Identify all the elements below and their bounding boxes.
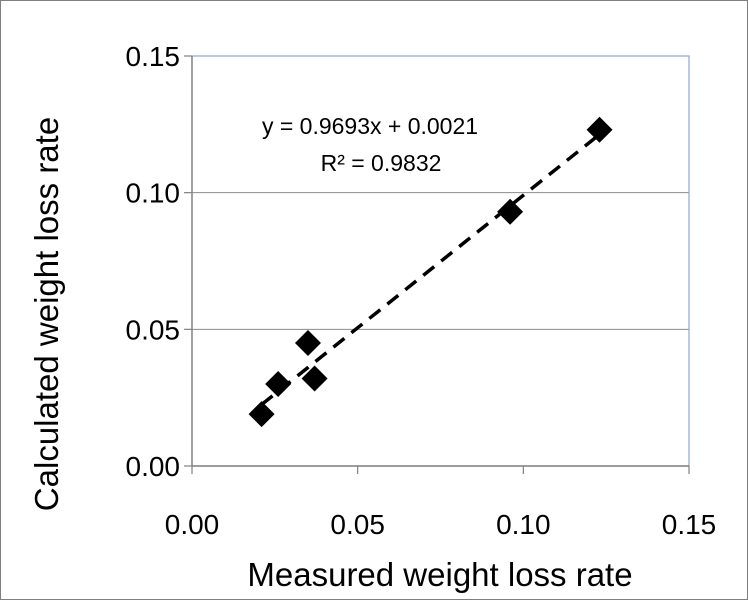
trendline	[260, 133, 601, 406]
x-tick-label: 0.00	[165, 509, 220, 540]
r-squared-label: R² = 0.9832	[321, 150, 442, 176]
y-axis-title: Calculated weight loss rate	[28, 117, 65, 511]
axes	[184, 55, 690, 474]
x-tick-labels: 0.00 0.05 0.10 0.15	[165, 509, 717, 540]
x-axis-title: Measured weight loss rate	[247, 556, 632, 593]
gridlines	[192, 55, 689, 330]
y-tick-label: 0.00	[126, 451, 181, 482]
data-point	[497, 198, 524, 225]
y-tick-labels: 0.00 0.05 0.10 0.15	[126, 41, 181, 482]
x-tick-label: 0.05	[330, 509, 385, 540]
trendline-equation: y = 0.9693x + 0.0021	[262, 113, 478, 139]
data-point	[265, 371, 292, 397]
data-point	[586, 116, 613, 143]
y-tick-label: 0.10	[126, 178, 181, 209]
data-points	[248, 116, 613, 428]
y-tick-label: 0.15	[126, 41, 181, 72]
x-tick-label: 0.15	[662, 509, 717, 540]
data-point	[248, 401, 275, 428]
data-point	[294, 330, 321, 356]
data-point	[301, 365, 328, 392]
x-tick-label: 0.10	[496, 509, 551, 540]
trendline-group	[260, 133, 601, 406]
y-tick-label: 0.05	[126, 314, 181, 345]
